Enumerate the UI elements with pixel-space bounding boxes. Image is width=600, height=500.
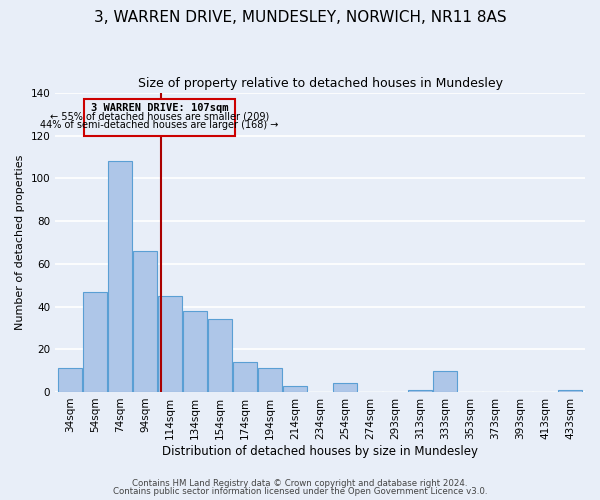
Text: 3 WARREN DRIVE: 107sqm: 3 WARREN DRIVE: 107sqm: [91, 102, 228, 113]
Bar: [408, 390, 432, 392]
Bar: [183, 311, 207, 392]
Title: Size of property relative to detached houses in Mundesley: Size of property relative to detached ho…: [137, 78, 503, 90]
Text: Contains public sector information licensed under the Open Government Licence v3: Contains public sector information licen…: [113, 487, 487, 496]
Text: Contains HM Land Registry data © Crown copyright and database right 2024.: Contains HM Land Registry data © Crown c…: [132, 478, 468, 488]
Bar: [233, 362, 257, 392]
Bar: [83, 292, 107, 392]
Bar: [58, 368, 82, 392]
Bar: [208, 320, 232, 392]
Text: 3, WARREN DRIVE, MUNDESLEY, NORWICH, NR11 8AS: 3, WARREN DRIVE, MUNDESLEY, NORWICH, NR1…: [94, 10, 506, 25]
X-axis label: Distribution of detached houses by size in Mundesley: Distribution of detached houses by size …: [162, 444, 478, 458]
Text: ← 55% of detached houses are smaller (209): ← 55% of detached houses are smaller (20…: [50, 111, 269, 121]
Bar: [258, 368, 282, 392]
Bar: [283, 386, 307, 392]
Bar: [133, 251, 157, 392]
Bar: [158, 296, 182, 392]
Text: 44% of semi-detached houses are larger (168) →: 44% of semi-detached houses are larger (…: [40, 120, 278, 130]
FancyBboxPatch shape: [84, 100, 235, 136]
Bar: [333, 384, 357, 392]
Y-axis label: Number of detached properties: Number of detached properties: [15, 155, 25, 330]
Bar: [433, 370, 457, 392]
Bar: [108, 162, 132, 392]
Bar: [558, 390, 582, 392]
